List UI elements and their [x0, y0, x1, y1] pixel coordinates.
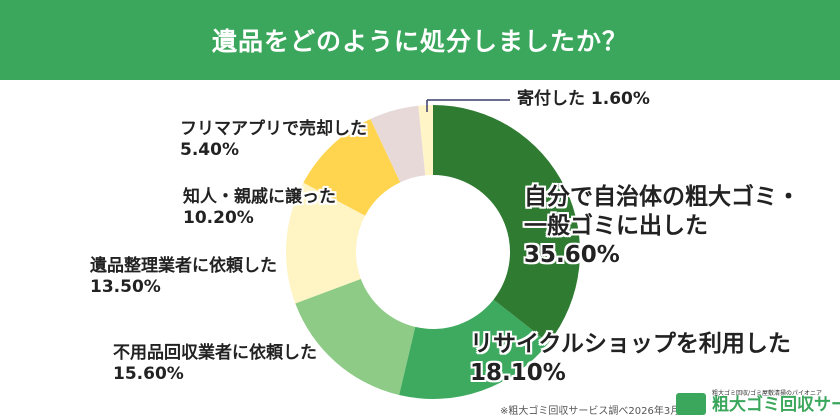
label-slice-5: フリマアプリで売却した 5.40%: [180, 119, 367, 161]
chart-title: 遺品をどのように処分しましたか？: [211, 27, 628, 56]
donut-slice-1: [399, 299, 549, 399]
logo: 粗大ゴミ回収/ゴミ屋敷清掃のパイオニア 粗大ゴミ回収サービス: [676, 390, 840, 415]
donut-slice-0: [433, 105, 581, 343]
label-slice-1: リサイクルショップを利用した 18.10%: [470, 331, 791, 386]
label-slice-4: 知人・親戚に譲った 10.20%: [183, 187, 336, 229]
source-note: ※粗大ゴミ回収サービス調べ2026年3月: [500, 406, 681, 417]
label-slice-2: 不用品回収業者に依頼した 15.60%: [113, 343, 317, 385]
donut-slice-6: [418, 105, 433, 176]
donut-slice-5: [370, 105, 426, 183]
donut-slice-2: [295, 278, 416, 396]
label-slice-0: 自分で自治体の粗大ゴミ・ 一般ゴミに出した 35.60%: [524, 184, 800, 268]
truck-icon: [676, 393, 706, 415]
label-slice-3: 遺品整理業者に依頼した 13.50%: [90, 256, 277, 298]
title-banner: 遺品をどのように処分しましたか？: [0, 0, 840, 80]
label-slice-6: 寄付した 1.60%: [517, 89, 650, 109]
donut-slice-4: [303, 118, 401, 216]
donut-slice-3: [285, 182, 366, 304]
